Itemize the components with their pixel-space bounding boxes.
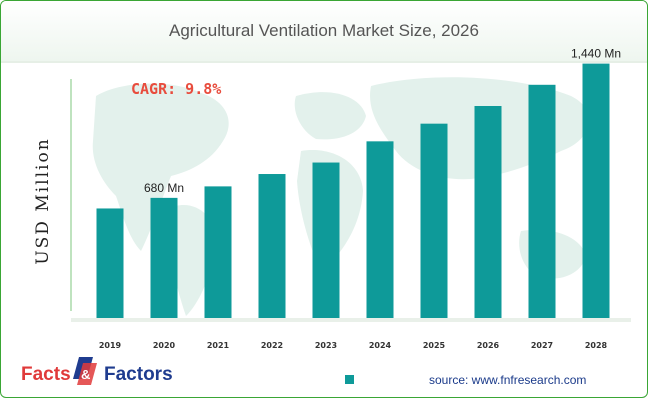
bar-2024: [366, 141, 394, 318]
data-labels: 680 Mn 1,440 Mn: [144, 47, 621, 195]
chart-title: Agricultural Ventilation Market Size, 20…: [169, 21, 479, 40]
cagr-annotation: CAGR: 9.8%: [131, 80, 221, 98]
title-band: [1, 1, 647, 63]
source-text: source: www.fnfresearch.com: [429, 373, 586, 387]
x-axis-ticks: 2019 2020 2021 2022 2023 2024 2025 2026 2027 2028: [99, 341, 608, 350]
x-tick-2027: 2027: [531, 341, 553, 350]
x-axis-baseline: [71, 318, 631, 322]
x-tick-2026: 2026: [477, 341, 500, 350]
data-label-2028: 1,440 Mn: [571, 47, 621, 61]
x-tick-2023: 2023: [315, 341, 337, 350]
x-tick-2020: 2020: [153, 341, 176, 350]
x-tick-2021: 2021: [207, 341, 230, 350]
x-tick-2025: 2025: [423, 341, 446, 350]
data-label-2020: 680 Mn: [144, 181, 184, 195]
logo-text-left: Facts: [21, 364, 71, 385]
bar-2020: [150, 197, 178, 318]
logo-ampersand-shape-2: [77, 363, 97, 385]
bar-2021: [204, 186, 232, 318]
bar-2025: [420, 123, 448, 319]
bar-2019: [96, 208, 124, 318]
bar-2027: [528, 84, 556, 318]
bar-2026: [474, 106, 502, 318]
logo-ampersand: &: [81, 367, 90, 382]
bar-2023: [312, 162, 340, 318]
legend-swatch: [345, 375, 354, 384]
y-axis-label: USD Million: [33, 137, 53, 264]
bar-2028: [582, 63, 610, 318]
bar-series: [96, 63, 610, 319]
x-tick-2022: 2022: [261, 341, 283, 350]
x-tick-2024: 2024: [369, 341, 392, 350]
x-tick-2019: 2019: [99, 341, 122, 350]
logo-text-right: Factors: [104, 364, 173, 385]
facts-factors-logo: Facts & Factors: [21, 357, 173, 385]
x-tick-2028: 2028: [585, 341, 608, 350]
bar-2022: [258, 174, 286, 318]
